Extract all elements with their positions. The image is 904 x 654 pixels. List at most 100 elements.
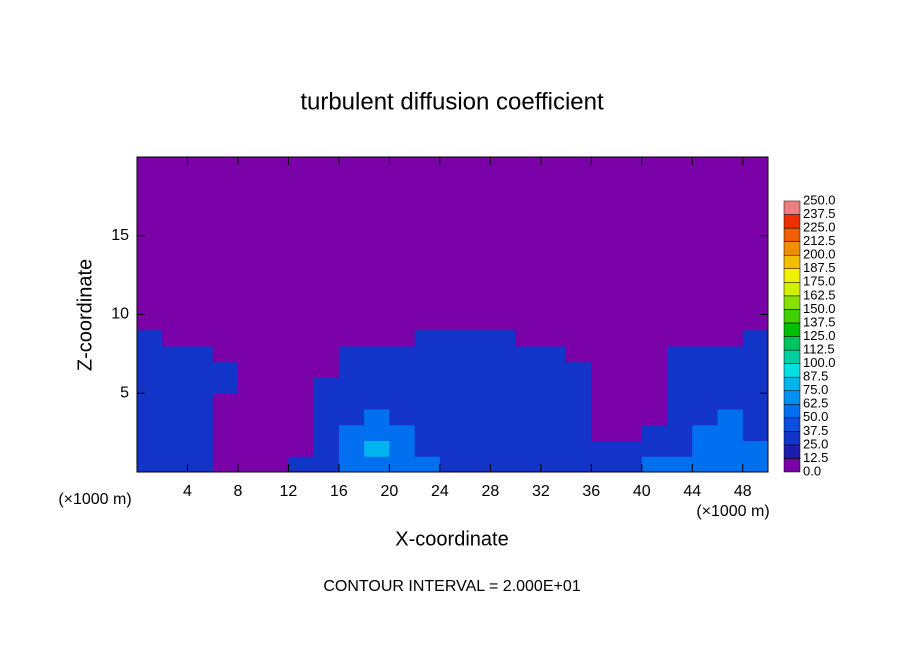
field-cell xyxy=(364,424,390,441)
field-cell xyxy=(313,456,340,473)
y-tick-label: 15 xyxy=(111,227,129,244)
field-cell xyxy=(313,393,340,410)
field-cell xyxy=(237,424,264,441)
field-cell xyxy=(137,361,163,378)
colorbar-label: 175.0 xyxy=(803,274,836,289)
field-cell xyxy=(263,424,289,441)
x-tick-label: 16 xyxy=(330,483,348,500)
field-cell xyxy=(717,346,744,363)
field-cell xyxy=(389,346,416,363)
field-cell xyxy=(591,440,618,457)
field-cell xyxy=(692,409,719,426)
field-cell xyxy=(364,377,390,394)
field-cell xyxy=(187,440,214,457)
field-cell xyxy=(288,377,315,394)
field-cell xyxy=(162,456,188,473)
field-cell xyxy=(237,440,264,457)
field-cell xyxy=(641,330,668,347)
colorbar-label: 250.0 xyxy=(803,192,836,207)
field-cell xyxy=(212,456,239,473)
field-cell xyxy=(717,409,744,426)
field-cell xyxy=(137,440,163,457)
y-axis-label: Z-coordinate xyxy=(74,259,96,371)
field-cell xyxy=(692,393,719,410)
field-cell xyxy=(338,330,365,347)
field-cell xyxy=(742,440,769,457)
field-cell xyxy=(338,440,365,457)
field-cell xyxy=(288,409,315,426)
field-cell xyxy=(364,330,390,347)
field-cell xyxy=(465,361,491,378)
field-cell xyxy=(162,393,188,410)
colorbar-label: 62.5 xyxy=(803,396,828,411)
field-cell xyxy=(313,409,340,426)
x-tick-label: 44 xyxy=(683,483,701,500)
colorbar-label: 200.0 xyxy=(803,247,836,262)
field-cell xyxy=(566,361,592,378)
field-cell xyxy=(212,330,239,347)
colorbar-label: 0.0 xyxy=(803,463,821,478)
x-tick-label: 32 xyxy=(532,483,550,500)
colorbar-swatch xyxy=(783,322,801,337)
y-tick-label: 10 xyxy=(111,306,129,323)
field-cell xyxy=(338,409,365,426)
field-cell xyxy=(237,456,264,473)
field-cell xyxy=(692,346,719,363)
field-cell xyxy=(465,440,491,457)
field-cell xyxy=(717,377,744,394)
field-cell xyxy=(364,361,390,378)
field-cell xyxy=(313,440,340,457)
colorbar-label: 125.0 xyxy=(803,328,836,343)
field-cell xyxy=(288,346,315,363)
field-cell xyxy=(187,409,214,426)
field-cell xyxy=(490,409,517,426)
field-cell xyxy=(515,440,542,457)
x-tick-label: 24 xyxy=(431,483,449,500)
colorbar-swatch xyxy=(783,417,801,432)
field-cell xyxy=(414,424,441,441)
field-cell xyxy=(212,409,239,426)
field-cell xyxy=(389,361,416,378)
field-cell xyxy=(591,346,618,363)
x-tick-label: 48 xyxy=(734,483,752,500)
colorbar-label: 212.5 xyxy=(803,233,836,248)
field-cell xyxy=(717,393,744,410)
field-cell xyxy=(515,330,542,347)
field-cell xyxy=(616,377,643,394)
field-cell xyxy=(162,377,188,394)
y-tick-label: 5 xyxy=(120,384,129,401)
field-cell xyxy=(187,330,214,347)
field-cell xyxy=(566,346,592,363)
field-cell xyxy=(137,409,163,426)
field-cell xyxy=(288,456,315,473)
field-cell xyxy=(641,424,668,441)
field-cell xyxy=(591,330,618,347)
colorbar-swatch xyxy=(783,390,801,405)
field-cell xyxy=(667,377,693,394)
field-cell xyxy=(338,456,365,473)
colorbar-label: 187.5 xyxy=(803,260,836,275)
colorbar-swatch xyxy=(783,363,801,378)
field-cell xyxy=(288,424,315,441)
field-cell xyxy=(162,330,188,347)
field-cell xyxy=(263,456,289,473)
field-cell xyxy=(212,346,239,363)
field-cell xyxy=(616,346,643,363)
field-cell xyxy=(717,440,744,457)
field-cell xyxy=(515,393,542,410)
field-cell xyxy=(414,440,441,457)
colorbar-swatch xyxy=(783,444,801,459)
field-cell xyxy=(187,456,214,473)
field-cell xyxy=(389,330,416,347)
x-tick-label: 12 xyxy=(280,483,298,500)
field-cell xyxy=(288,393,315,410)
colorbar-swatch xyxy=(783,376,801,391)
x-tick-label: 20 xyxy=(381,483,399,500)
field-cell xyxy=(263,377,289,394)
field-cell xyxy=(641,346,668,363)
field-cell xyxy=(313,377,340,394)
field-cell xyxy=(717,330,744,347)
field-cell xyxy=(162,440,188,457)
field-cell xyxy=(389,424,416,441)
